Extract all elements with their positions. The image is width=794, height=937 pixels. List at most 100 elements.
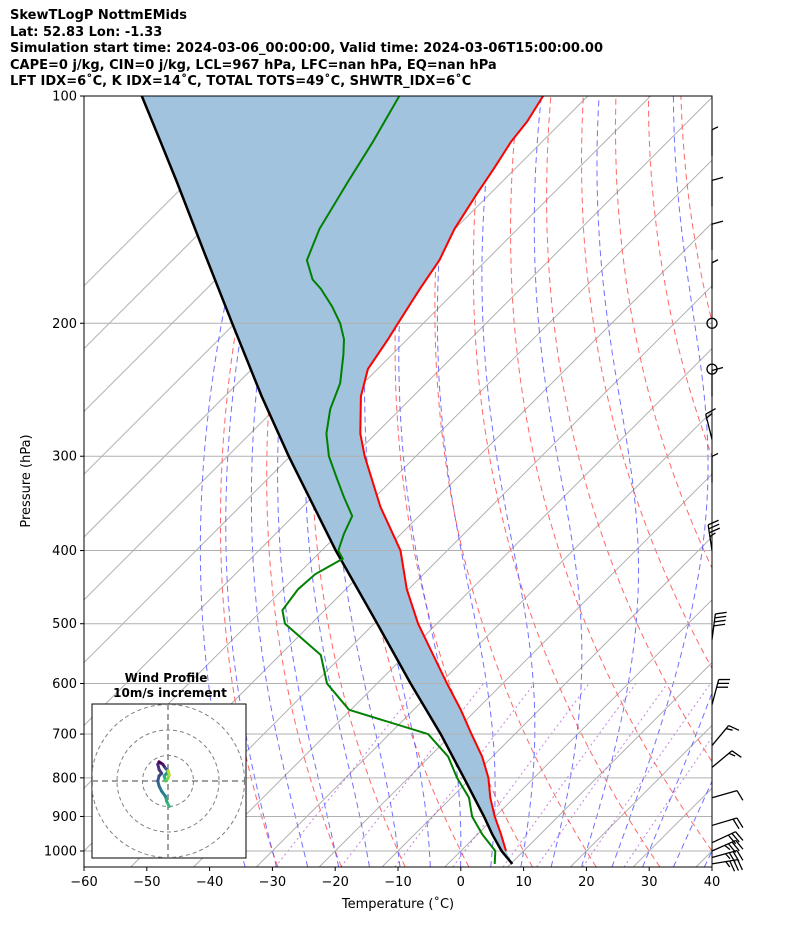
wind-barb-shaft: [711, 750, 733, 768]
wind-barb-feather: [711, 452, 719, 458]
wind-barb-feather: [709, 532, 716, 538]
wind-barb-feather: [732, 818, 740, 830]
y-tick-label: 300: [52, 450, 77, 465]
isotherm-line: [130, 285, 712, 867]
temperature-line: [359, 96, 544, 852]
wind-barb: [711, 724, 740, 746]
moist-adiabat-line: [533, 96, 583, 867]
wind-barb-shaft: [711, 679, 720, 705]
wind-barb: [711, 176, 724, 207]
isotherm-line: [84, 96, 275, 287]
moist-adiabat-line: [703, 849, 712, 867]
isotherm-line: [84, 96, 589, 601]
y-axis-label: Pressure (hPa): [19, 434, 34, 527]
dry-adiabat-line: [546, 96, 712, 763]
isotherm-line: [444, 599, 712, 867]
wind-barb-feather: [731, 750, 742, 758]
moist-adiabat-line: [250, 96, 317, 867]
wind-barb: [711, 126, 719, 156]
hodograph-title: Wind Profile: [125, 671, 208, 685]
wind-barb: [711, 817, 744, 830]
wind-barb-shaft: [711, 613, 717, 640]
isotherm-line: [193, 347, 712, 867]
mixing-ratio-line: [582, 683, 711, 867]
mixing-ratio-line: [623, 736, 712, 867]
wind-barb-feather: [708, 523, 720, 530]
wind-barb-feather: [736, 817, 744, 828]
wind-barb-feather: [728, 852, 736, 863]
x-axis-ticks: −60 −50 −40 −30 −20 −10 0 10 20 30 40: [70, 867, 720, 890]
hodograph-segment: [166, 769, 171, 777]
wind-barb-feather: [731, 841, 740, 852]
x-tick-label: −30: [259, 875, 286, 890]
wind-barb-shaft: [711, 839, 737, 852]
dry-adiabat-line: [614, 96, 712, 570]
moist-adiabat-line: [481, 96, 536, 867]
isotherm-line: [256, 410, 712, 867]
wind-barb: [711, 611, 727, 640]
dry-adiabat-line: [434, 96, 597, 867]
wind-barb-feather: [728, 724, 740, 731]
moist-adiabat-line: [642, 691, 712, 867]
header-line-indices: LFT IDX=6˚C, K IDX=14˚C, TOTAL TOTS=49˚C…: [10, 74, 472, 89]
wind-barb-feather: [735, 840, 744, 850]
wind-barb-feather: [731, 832, 740, 843]
dry-adiabat-line: [472, 96, 661, 867]
wind-barb-calm: [706, 363, 718, 375]
wind-barb: [711, 452, 719, 483]
isotherm-line: [695, 850, 712, 867]
wind-barb-shaft: [707, 524, 713, 551]
wind-barb-feather: [711, 176, 724, 181]
x-tick-label: −10: [384, 875, 411, 890]
header-line-times: Simulation start time: 2024-03-06_00:00:…: [10, 41, 603, 56]
dry-adiabat-line: [394, 96, 534, 867]
y-tick-label: 900: [52, 810, 77, 825]
wind-barb-feather: [714, 619, 726, 623]
wind-barb-feather: [714, 615, 727, 619]
wind-barb-feather: [735, 831, 744, 841]
dry-adiabat-line: [580, 96, 712, 670]
dry-adiabat-line: [509, 96, 712, 852]
x-tick-label: −50: [133, 875, 160, 890]
isotherm-line: [507, 661, 712, 867]
dry-adiabat-line: [647, 96, 712, 458]
header-line-latlon: Lat: 52.83 Lon: -1.33: [10, 24, 163, 40]
isotherm-line: [570, 724, 712, 867]
shaded-region: [141, 96, 544, 864]
wind-barb-feather: [725, 861, 731, 868]
wind-barb-shaft: [711, 725, 730, 746]
wind-barb-feather: [732, 851, 740, 862]
wind-barb: [711, 750, 742, 768]
figure-header: SkewTLogP NottmEMids Lat: 52.83 Lon: -1.…: [10, 8, 603, 91]
wind-barb-feather: [715, 611, 727, 615]
profile-lines: [140, 96, 544, 865]
wind-barb-feather: [729, 860, 736, 872]
wind-barb: [711, 366, 724, 397]
wind-barb-shaft: [711, 849, 738, 859]
wind-barb-feather: [724, 844, 731, 851]
x-tick-label: −40: [196, 875, 223, 890]
wind-barb-shaft: [711, 817, 738, 827]
mixing-ratio-lines: [274, 683, 712, 867]
x-tick-label: 30: [641, 875, 658, 890]
mixing-ratio-line: [502, 683, 637, 867]
y-axis-ticks: 100 200 300 400 500 600 700 800 900 1000: [44, 90, 84, 860]
dewpoint-line: [281, 96, 497, 864]
wind-barb: [711, 678, 731, 705]
hodograph-inset: Wind Profile 10m/s increment: [91, 671, 247, 859]
y-tick-label: 600: [52, 677, 77, 692]
y-tick-label: 200: [52, 317, 77, 332]
wind-barb-feather: [725, 728, 733, 731]
wind-barb: [707, 519, 721, 551]
y-tick-label: 800: [52, 771, 77, 786]
x-tick-label: 0: [457, 875, 465, 890]
wind-barb-feather: [707, 519, 719, 526]
dry-adiabat-line: [680, 96, 712, 324]
wind-barb: [711, 789, 744, 801]
wind-barb-feather: [705, 408, 716, 415]
moist-adiabat-line: [611, 96, 709, 867]
mixing-ratio-line: [536, 683, 668, 867]
y-tick-label: 1000: [44, 845, 77, 860]
dry-adiabat-line: [713, 96, 794, 867]
header-line-station: SkewTLogP NottmEMids: [10, 8, 188, 23]
